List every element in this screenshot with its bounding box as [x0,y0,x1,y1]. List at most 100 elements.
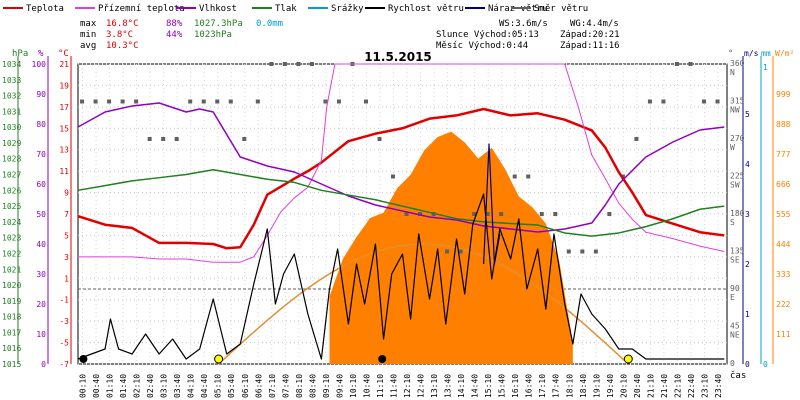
x-tick-label: 00:40 [92,374,101,398]
solar-tick-label: 777 [776,150,791,159]
temp-tick-label: -3 [59,317,69,326]
temp-tick-label: 11 [59,167,69,176]
pct-tick-label: 0 [41,360,46,369]
wind-dir-marker [120,99,125,104]
x-tick-label: 18:40 [579,374,588,398]
temp-tick-label: 17 [59,103,69,112]
x-tick-label: 21:10 [646,374,655,398]
pct-tick-label: 20 [36,300,46,309]
pct-tick-label: 90 [36,90,46,99]
x-tick-label: 13:40 [444,374,453,398]
legend-label: Teplota [26,4,64,14]
deg-tick-label: 0 [730,359,735,368]
wind-dir-marker [174,137,179,141]
hpa-tick-label: 1022 [2,249,21,258]
sunset-marker [623,354,633,364]
hpa-tick-label: 1016 [2,344,21,353]
wind-dir-marker [80,99,85,104]
ms-tick-label: 2 [745,260,750,269]
temp-tick-label: 21 [59,60,69,69]
deg-tick-label: 135 [730,247,745,256]
axis-pct-label: % [38,49,44,59]
wind-dir-marker [418,212,423,216]
wind-dir-marker [674,62,679,66]
wind-dir-marker [445,249,450,254]
pct-tick-label: 70 [36,150,46,159]
dir-tick-label: SE [730,256,740,265]
axis-wm2-label: W/m² [775,49,794,58]
wind-dir-marker [566,249,571,254]
solar-tick-label: 999 [776,90,791,99]
temp-tick-label: 19 [59,81,69,90]
wind-dir-marker [526,174,531,179]
wind-dir-marker [107,99,112,104]
pct-tick-label: 50 [36,210,46,219]
hpa-tick-label: 1015 [2,360,21,369]
temp-tick-label: -1 [59,296,69,305]
x-tick-label: 16:10 [511,374,520,398]
wind-dir-marker [472,212,477,216]
hpa-tick-label: 1017 [2,328,21,337]
pct-tick-label: 60 [36,180,46,189]
stat-avg-label: avg [80,41,96,51]
stat-min-label: min [80,30,96,40]
temp-tick-label: 9 [64,189,69,198]
stat-min-press: 1023hPa [194,30,232,40]
legend-label: Rychlost větru [388,4,464,14]
legend-label: Vlhkost [199,4,237,14]
x-tick-label: 06:40 [254,374,263,398]
x-tick-label: 19:10 [592,374,601,398]
x-tick-label: 15:10 [484,374,493,398]
temp-tick-label: -7 [59,360,69,369]
x-tick-label: 18:10 [565,374,574,398]
wind-dir-marker [715,99,720,104]
temp-tick-label: 3 [64,253,69,262]
pct-tick-label: 80 [36,120,46,129]
deg-tick-label: 45 [730,322,740,331]
x-tick-label: 20:10 [619,374,628,398]
hpa-tick-label: 1028 [2,155,21,164]
stat-max-press: 1027.3hPa [194,19,243,29]
x-tick-label: 07:40 [281,374,290,398]
x-tick-label: 03:10 [160,374,169,398]
mm-tick-label: 1 [763,63,768,72]
left-axes: 1034103310321031103010291028102710261025… [2,56,72,369]
x-tick-label: 16:40 [525,374,534,398]
stat-min-hum: 44% [166,30,183,40]
wind-dir-marker [553,212,558,216]
stat-min-temp: 3.8°C [106,30,133,40]
axis-ms-label: m/s [744,49,759,58]
wind-dir-marker [634,137,639,141]
x-tick-label: 21:40 [660,374,669,398]
wind-dir-marker [485,212,490,216]
stats-block: max 16.8°C 88% 1027.3hPa 0.0mm min 3.8°C… [80,19,620,51]
x-axis-label: čas [730,370,746,381]
temp-tick-label: 13 [59,146,69,155]
dir-tick-label: N [730,68,735,77]
solar-tick-label: 333 [776,270,791,279]
series-line [78,63,725,263]
axis-hpa-label: hPa [12,49,28,59]
x-tick-label: 14:40 [471,374,480,398]
pct-tick-label: 30 [36,270,46,279]
series-line [483,143,501,265]
ms-tick-label: 0 [745,360,750,369]
wind-dir-marker [391,174,396,179]
wind-dir-marker [296,62,301,66]
dir-tick-label: E [730,293,735,302]
temp-tick-label: 15 [59,124,69,133]
x-tick-label: 08:40 [308,374,317,398]
legend-label: Přízemní teplota [98,4,185,14]
stat-max-label: max [80,19,97,29]
deg-tick-label: 225 [730,172,745,181]
wind-dir-marker [363,99,368,104]
series-line [77,169,725,237]
hpa-tick-label: 1019 [2,297,21,306]
axis-mm-label: mm [761,49,771,58]
hpa-tick-label: 1018 [2,313,21,322]
hpa-tick-label: 1023 [2,234,21,243]
sun-curve [218,243,625,365]
x-tick-label: 09:10 [322,374,331,398]
wind-dir-marker [512,174,517,179]
